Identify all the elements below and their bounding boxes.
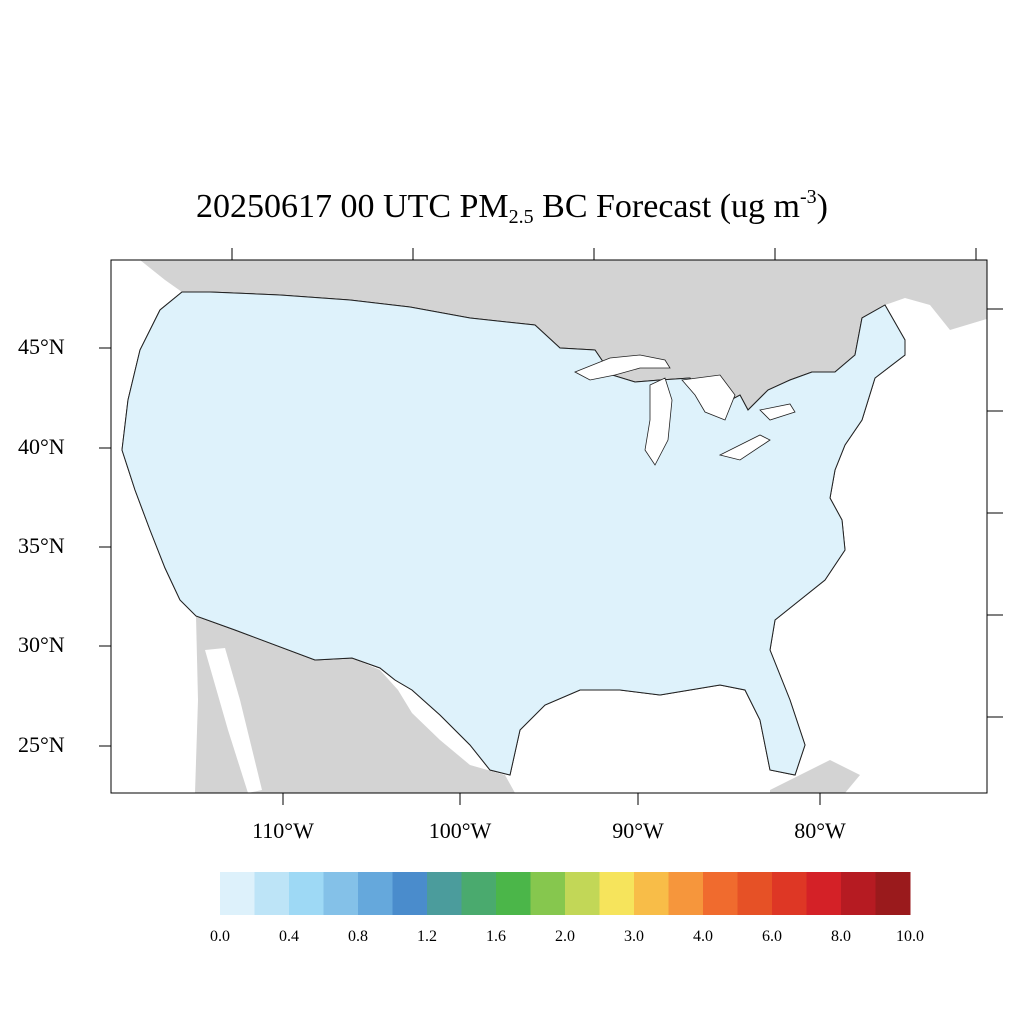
colorbar-swatch [841, 872, 876, 915]
lat-label-45: 45°N [18, 334, 65, 359]
colorbar-swatch [875, 872, 911, 915]
colorbar-tick-label: 0.8 [348, 928, 368, 945]
colorbar-tick-label: 0.4 [279, 928, 299, 945]
lat-label-35: 35°N [18, 533, 65, 558]
colorbar-swatch [806, 872, 842, 915]
colorbar-swatch [737, 872, 773, 915]
colorbar-swatch [289, 872, 324, 915]
lon-label-80: 80°W [794, 818, 846, 843]
colorbar-tick-label: 3.0 [624, 928, 644, 945]
canada-landmass [140, 260, 987, 410]
axis-ticks [99, 248, 1003, 805]
cuba-landmass [770, 760, 860, 793]
colorbar-tick-label: 1.6 [486, 928, 506, 945]
lat-label-30: 30°N [18, 632, 65, 657]
lake-huron [681, 374, 736, 421]
colorbar-swatch [358, 872, 393, 915]
colorbar-swatch [427, 872, 462, 915]
lat-label-25: 25°N [18, 732, 65, 757]
colorbar-tick-label: 10.0 [896, 928, 924, 945]
colorbar-swatch [496, 872, 531, 915]
colorbar-swatch [254, 872, 290, 915]
colorbar-swatch [703, 872, 738, 915]
map-frame [110, 259, 988, 794]
colorbar-swatch [323, 872, 359, 915]
lon-label-90: 90°W [612, 818, 664, 843]
colorbar-swatch [565, 872, 600, 915]
colorbar-swatch [392, 872, 428, 915]
colorbar-swatch [634, 872, 669, 915]
colorbar-swatch [530, 872, 566, 915]
colorbar-swatch [772, 872, 807, 915]
colorbar-swatch [599, 872, 635, 915]
lake-michigan [644, 377, 673, 466]
lake-superior [574, 354, 671, 381]
lake-ontario [759, 403, 796, 421]
lon-label-110: 110°W [252, 818, 314, 843]
colorbar-tick-label: 6.0 [762, 928, 782, 945]
colorbar-tick-label: 0.0 [210, 928, 230, 945]
lon-label-100: 100°W [428, 818, 492, 843]
colorbar-tick-label: 1.2 [417, 928, 437, 945]
colorbar [220, 872, 911, 915]
lat-label-40: 40°N [18, 434, 65, 459]
colorbar-tick-label: 8.0 [831, 928, 851, 945]
colorbar-tick-label: 2.0 [555, 928, 575, 945]
colorbar-swatch [668, 872, 704, 915]
chart-title: 20250617 00 UTC PM2.5 BC Forecast (ug m-… [196, 186, 828, 228]
colorbar-swatch [220, 872, 255, 915]
colorbar-swatch [461, 872, 497, 915]
gulf-of-california [205, 648, 262, 793]
great-lakes [574, 354, 796, 466]
colorbar-tick-label: 4.0 [693, 928, 713, 945]
lake-erie [718, 434, 771, 461]
mexico-landmass [195, 616, 515, 793]
